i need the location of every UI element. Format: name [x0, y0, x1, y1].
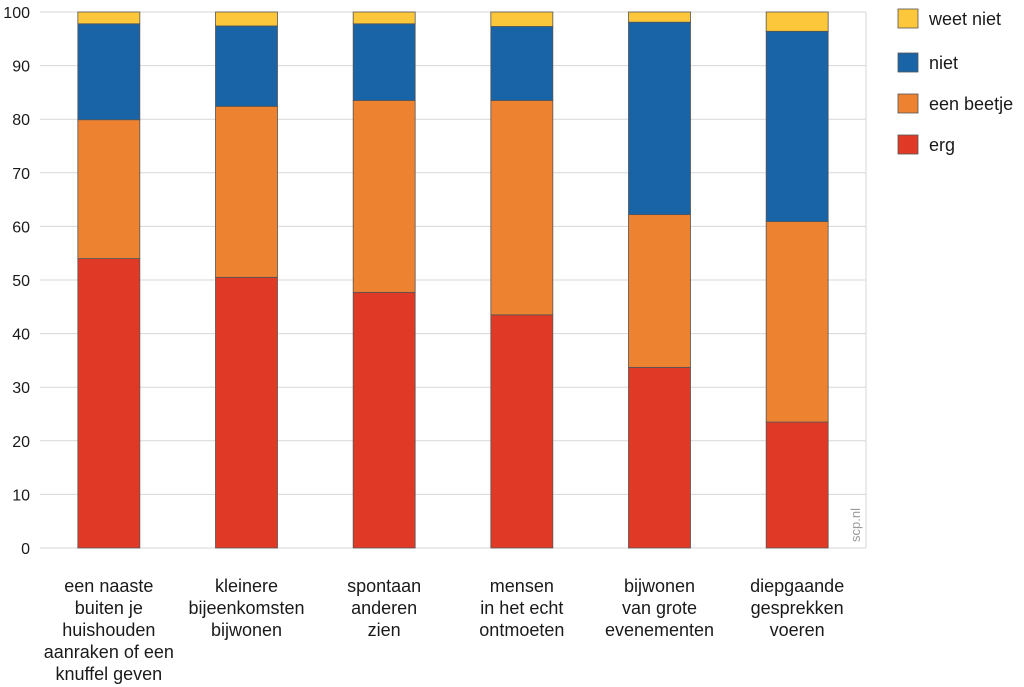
- x-category-label-line: gesprekken: [751, 598, 844, 618]
- bar-segment-een-beetje-4: [490, 100, 554, 316]
- bar-segment-erg-2: [215, 276, 278, 549]
- y-tick-label-80: 80: [12, 112, 30, 129]
- legend-swatch-een-beetje: [897, 93, 919, 114]
- y-tick-label-0: 0: [21, 541, 30, 558]
- bar-segment-een-beetje-3: [352, 100, 416, 293]
- y-axis-tick-labels: 0 10 20 30 40 50 60 70 80 90 100: [3, 5, 30, 558]
- y-tick-label-60: 60: [12, 219, 30, 236]
- y-tick-label-90: 90: [12, 59, 30, 76]
- x-category-label-line: bijwonen: [211, 620, 282, 640]
- bar-segment-een-beetje-5: [628, 214, 691, 368]
- x-category-label-line: buiten je: [75, 598, 143, 618]
- x-category-label-line: bijwonen: [624, 576, 695, 596]
- bar-segment-niet-2: [215, 25, 278, 107]
- x-category-label-line: knuffel geven: [55, 664, 162, 684]
- bar-segment-niet-6: [765, 30, 829, 222]
- bar-segment-niet-1: [77, 23, 141, 121]
- legend: weet niet niet een beetje erg: [897, 8, 1013, 155]
- x-category-label-line: voeren: [770, 620, 825, 640]
- x-category-label-5: bijwonen van grote evenementen: [605, 576, 714, 640]
- bar-segment-erg-6: [765, 421, 829, 549]
- y-tick-label-20: 20: [12, 434, 30, 451]
- bar-segment-erg-1: [77, 258, 141, 549]
- y-tick-label-30: 30: [12, 380, 30, 397]
- bar-segment-weet-niet-1: [77, 11, 141, 25]
- bar-segment-erg-5: [628, 366, 691, 549]
- x-category-label-line: een naaste: [64, 576, 153, 596]
- x-category-label-line: evenementen: [605, 620, 714, 640]
- legend-label-niet: niet: [929, 53, 958, 73]
- bar-segment-niet-4: [490, 26, 554, 101]
- bar-segment-weet-niet-2: [215, 11, 278, 27]
- x-category-label-6: diepgaande gesprekken voeren: [750, 576, 844, 640]
- x-category-label-line: zien: [368, 620, 401, 640]
- legend-swatch-weet-niet: [897, 8, 919, 29]
- x-axis-category-labels: een naaste buiten je huishouden aanraken of…: [44, 576, 844, 684]
- x-category-label-line: huishouden: [62, 620, 155, 640]
- legend-label-erg: erg: [929, 135, 955, 155]
- x-category-label-line: van grote: [622, 598, 697, 618]
- x-category-label-line: aanraken of een: [44, 642, 174, 662]
- x-category-label-line: spontaan: [347, 576, 421, 596]
- y-tick-label-50: 50: [12, 273, 30, 290]
- y-tick-label-10: 10: [12, 487, 30, 504]
- x-category-label-line: in het echt: [480, 598, 563, 618]
- legend-label-een-beetje: een beetje: [929, 94, 1013, 114]
- x-category-label-line: kleinere: [215, 576, 278, 596]
- bar-segment-een-beetje-1: [77, 119, 141, 259]
- x-category-label-1: een naaste buiten je huishouden aanraken of…: [44, 576, 174, 684]
- x-category-label-3: spontaan anderen zien: [347, 576, 421, 640]
- y-tick-label-40: 40: [12, 327, 30, 344]
- bar-segment-weet-niet-3: [352, 11, 416, 25]
- x-category-label-line: ontmoeten: [479, 620, 564, 640]
- y-tick-label-100: 100: [3, 5, 30, 22]
- bar-segment-een-beetje-2: [215, 105, 278, 278]
- y-tick-label-70: 70: [12, 166, 30, 183]
- bar-segment-weet-niet-5: [628, 11, 691, 23]
- x-category-label-line: mensen: [490, 576, 554, 596]
- x-category-label-line: diepgaande: [750, 576, 844, 596]
- bar-segment-erg-4: [490, 314, 554, 549]
- x-category-label-4: mensen in het echt ontmoeten: [479, 576, 564, 640]
- bar-segment-niet-5: [628, 21, 691, 216]
- bar-segment-erg-3: [352, 291, 416, 549]
- gridlines: [40, 11, 867, 549]
- x-category-label-2: kleinere bijeenkomsten bijwonen: [188, 576, 304, 640]
- legend-swatch-erg: [897, 134, 919, 155]
- bar-segment-niet-3: [352, 23, 416, 101]
- bar-segment-een-beetje-6: [765, 221, 829, 423]
- bar-segment-weet-niet-4: [490, 11, 554, 27]
- x-category-label-line: anderen: [351, 598, 417, 618]
- legend-label-weet-niet: weet niet: [928, 9, 1001, 29]
- x-category-label-line: bijeenkomsten: [188, 598, 304, 618]
- bar-segment-weet-niet-6: [765, 11, 829, 32]
- legend-swatch-niet: [897, 52, 919, 73]
- watermark: scp.nl: [848, 508, 863, 542]
- bars: [77, 11, 829, 549]
